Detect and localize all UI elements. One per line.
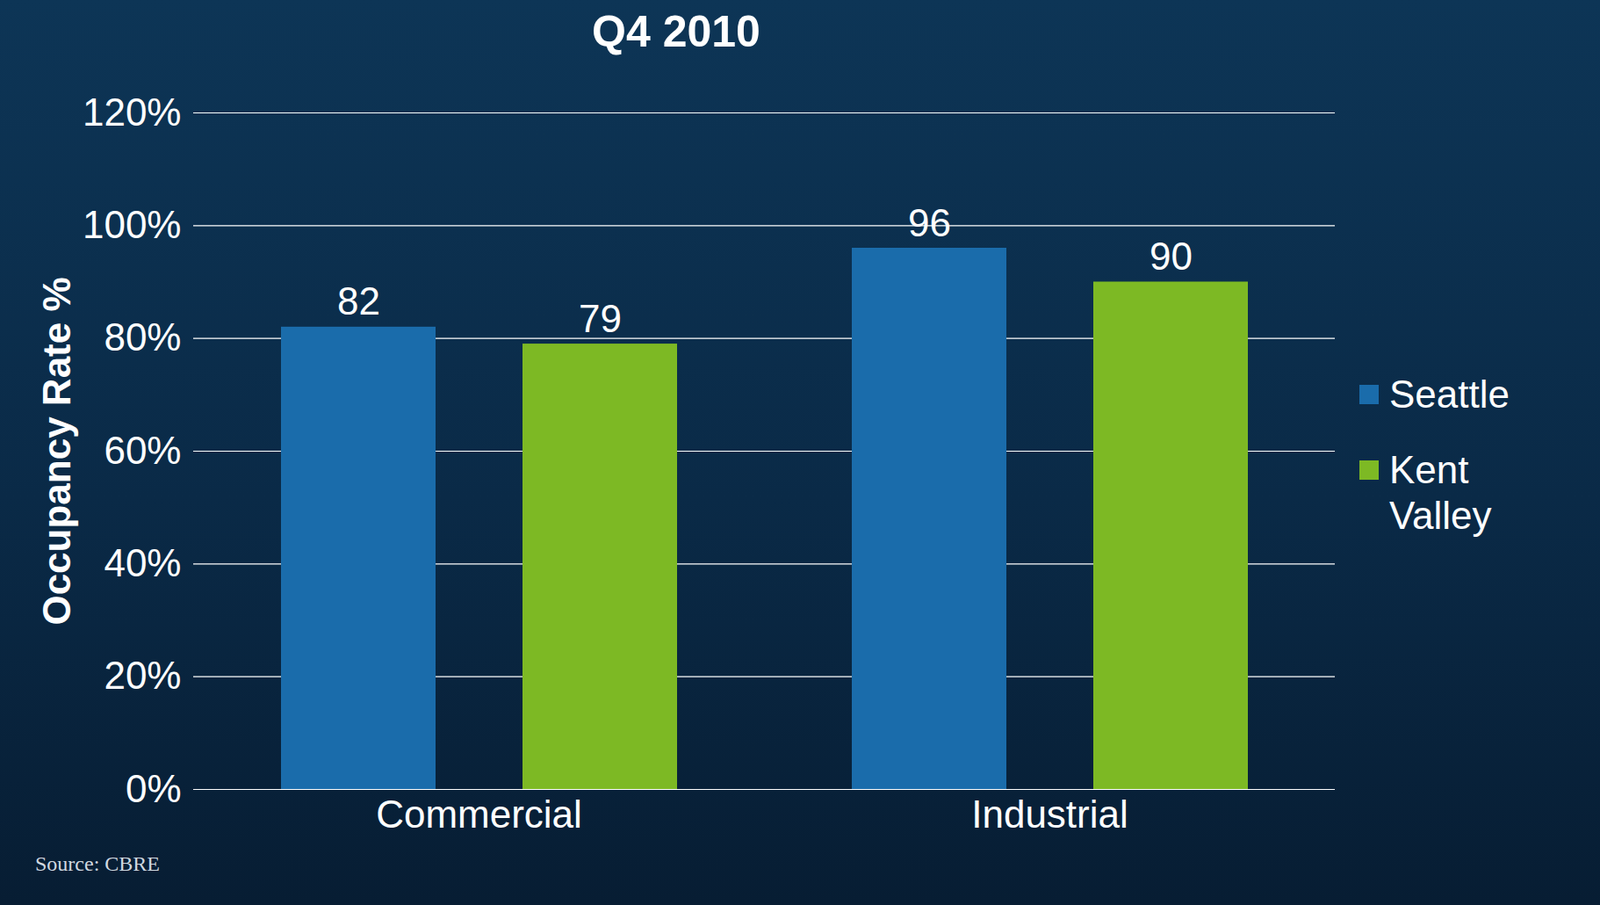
html-text:Seattle: Seattle [1389,372,1510,416]
svg-text:96: 96 [908,201,952,245]
svg-text:79: 79 [578,296,622,340]
svg-text:120%: 120% [82,90,182,134]
html-text:Source: CBRE: Source: CBRE [35,851,160,875]
svg-text:0%: 0% [125,766,182,810]
svg-text:Commercial: Commercial [375,792,583,836]
svg-text:40%: 40% [103,540,181,584]
svg-text:82: 82 [337,279,381,323]
svg-text:Occupancy Rate %: Occupancy Rate % [35,276,79,625]
svg-text:20%: 20% [103,653,181,697]
svg-text:Industrial: Industrial [971,792,1129,836]
html-text:Q4 2010: Q4 2010 [591,7,761,57]
html-text:Kent Valley: Kent Valley [1389,447,1492,537]
svg-text:90: 90 [1149,234,1193,278]
svg-text:100%: 100% [82,202,182,246]
svg-text:80%: 80% [103,315,181,359]
svg-text:60%: 60% [103,428,181,472]
